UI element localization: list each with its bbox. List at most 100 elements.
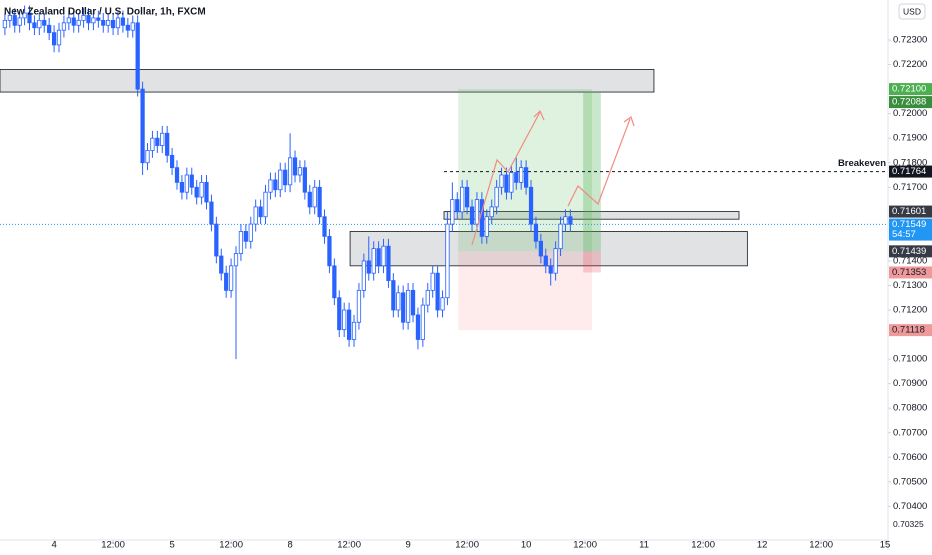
candle-body xyxy=(22,12,27,19)
arrow-head xyxy=(533,109,545,121)
candle-body xyxy=(361,260,366,291)
price-label-box xyxy=(889,205,932,218)
candle-body xyxy=(209,201,214,225)
candle-body xyxy=(184,174,189,193)
candle-body xyxy=(391,280,396,311)
zone xyxy=(349,231,748,267)
candle-body xyxy=(27,12,32,24)
axes: 4 12:00 5 12:00 8 12:00 9 12:00 10 12:00 11 12:00 12… xyxy=(51,35,932,551)
candle-body xyxy=(248,223,253,242)
candle-body xyxy=(479,199,484,237)
candle-body xyxy=(484,216,489,237)
crosshair-box xyxy=(889,518,932,531)
x-tick-label: 12:00 xyxy=(809,540,833,550)
candle-body xyxy=(130,22,135,31)
candle-body xyxy=(287,157,293,186)
y-tick-label: 0.70800 xyxy=(893,403,927,414)
candle-body xyxy=(61,22,67,31)
candle-body xyxy=(120,17,126,26)
x-tick-label: 10 xyxy=(521,540,532,550)
last-price-box xyxy=(889,218,932,241)
candle-body xyxy=(145,150,150,164)
candle-body xyxy=(86,15,91,24)
candle-body xyxy=(273,179,278,191)
candle-body xyxy=(528,186,534,225)
projection-arrows xyxy=(471,109,635,246)
candle-body xyxy=(2,19,8,29)
candle-body xyxy=(474,199,480,225)
currency-box[interactable] xyxy=(898,3,926,20)
candle-body xyxy=(381,245,386,267)
arrow xyxy=(471,111,541,246)
candle-body xyxy=(37,19,42,29)
candle-body xyxy=(81,15,86,21)
candle-body xyxy=(499,174,504,188)
candle-body xyxy=(450,199,455,225)
candle-body xyxy=(523,167,529,188)
price-label: 0.71764 xyxy=(892,166,926,177)
candle-body xyxy=(514,172,519,183)
candle-body xyxy=(317,186,322,218)
candle-body xyxy=(233,253,239,267)
candle-body xyxy=(224,272,229,291)
candle-body xyxy=(179,181,185,193)
candle-body xyxy=(548,265,553,274)
candle-body xyxy=(283,169,288,186)
y-tick-label: 0.70500 xyxy=(893,476,927,487)
candle-body xyxy=(558,223,563,250)
y-tick-label: 0.71400 xyxy=(893,255,927,266)
candle-body xyxy=(533,223,539,242)
price-label-box xyxy=(889,96,932,109)
y-tick-label: 0.71300 xyxy=(893,280,927,291)
candle-body xyxy=(386,245,391,281)
candle-body xyxy=(32,22,37,29)
candle-body xyxy=(410,289,416,316)
candle-body xyxy=(160,132,165,146)
candle-body xyxy=(135,22,140,90)
zone xyxy=(0,69,655,93)
candle-body xyxy=(110,19,116,29)
loss-zone xyxy=(458,251,592,331)
price-label-box xyxy=(889,245,932,258)
candle-body xyxy=(430,272,435,291)
candle-body xyxy=(101,19,106,26)
x-tick-label: 8 xyxy=(287,540,292,550)
candle-body xyxy=(96,17,101,21)
y-tick-label: 0.70700 xyxy=(893,427,927,438)
candle-body xyxy=(214,223,219,257)
candle-body xyxy=(7,15,12,21)
zone xyxy=(443,211,740,220)
candle-body xyxy=(553,248,558,274)
y-tick-label: 0.72200 xyxy=(893,59,927,70)
candle-body xyxy=(425,289,430,306)
price-label: 0.71601 xyxy=(892,206,926,217)
candle-body xyxy=(337,297,342,331)
candle-body xyxy=(91,17,96,24)
candle-body xyxy=(243,231,248,242)
x-tick-label: 12:00 xyxy=(337,540,361,550)
y-tick-label: 0.70900 xyxy=(893,378,927,389)
candle-body xyxy=(228,265,234,291)
x-tick-label: 12:00 xyxy=(455,540,479,550)
candle-body xyxy=(420,304,425,340)
price-label-box xyxy=(889,266,932,279)
countdown: 54:57 xyxy=(892,229,916,240)
candle-body xyxy=(307,191,312,208)
candle-body xyxy=(543,255,548,267)
candle-body xyxy=(292,157,298,176)
y-tick-label: 0.71000 xyxy=(893,354,927,365)
candle-body xyxy=(42,19,47,26)
profit-zone xyxy=(583,92,601,252)
price-label-box xyxy=(889,83,932,96)
candle-body xyxy=(455,199,460,213)
x-tick-label: 12:00 xyxy=(219,540,243,550)
candle-body xyxy=(489,206,494,218)
x-tick-label: 12:00 xyxy=(101,540,125,550)
currency[interactable]: USD xyxy=(903,6,921,16)
y-tick-label: 0.71900 xyxy=(893,133,927,144)
candle-body xyxy=(174,167,180,183)
candle-body xyxy=(563,216,568,225)
candle-body xyxy=(194,186,199,198)
y-tick-label: 0.70400 xyxy=(893,501,927,512)
